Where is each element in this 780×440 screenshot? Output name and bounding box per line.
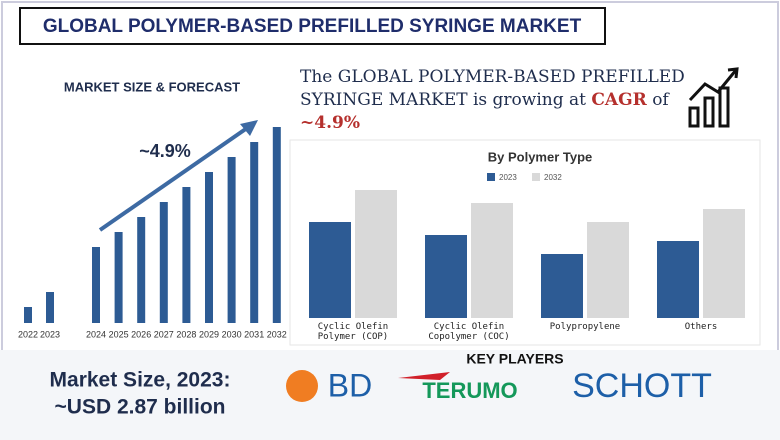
player: BD [328, 367, 372, 403]
key-players-title: KEY PLAYERS [466, 351, 563, 367]
x-tick-label: 2026 [131, 329, 151, 339]
bar [205, 172, 213, 323]
x-tick-label: 2025 [109, 329, 129, 339]
growth-annotation: ~4.9% [139, 141, 191, 161]
x-tick-label: 2024 [86, 329, 106, 339]
title-box [19, 7, 606, 45]
footer-bg [0, 350, 780, 440]
bar [703, 209, 745, 318]
market-size-value: ~USD 2.87 billion [55, 396, 226, 419]
bar [24, 307, 32, 323]
bar [541, 254, 583, 318]
trend-icon [688, 67, 739, 128]
cagr-keyword: CAGR [591, 90, 647, 110]
x-tick-label: 2027 [154, 329, 174, 339]
bar [182, 187, 191, 323]
trend-arrow [98, 124, 252, 232]
market-size-label: Market Size, 2023: [50, 369, 231, 392]
bar [309, 222, 351, 318]
x-tick-label: 2022 [18, 329, 38, 339]
bar [114, 232, 123, 323]
x-tick-label: Others [684, 322, 718, 332]
cagr-value: ~4.9% [300, 113, 360, 133]
bar [227, 157, 236, 323]
x-tick-label: Cyclic Olefin Polymer (COP) [317, 322, 389, 342]
player: TERUMO [422, 378, 517, 403]
x-tick-label: 2031 [244, 329, 264, 339]
bar [137, 217, 146, 323]
bar [587, 222, 629, 318]
bar [92, 247, 100, 323]
x-tick-label: 2029 [199, 329, 219, 339]
legend-swatch [532, 173, 540, 181]
bar [272, 127, 281, 323]
cagr-sentence: The GLOBAL POLYMER-BASED PREFILLED SYRIN… [300, 67, 685, 110]
x-tick-label: 2028 [176, 329, 196, 339]
bar [657, 241, 699, 318]
bar [46, 292, 54, 323]
x-tick-label: 2023 [40, 329, 60, 339]
player: SCHOTT [572, 367, 712, 405]
chart-title: MARKET SIZE & FORECAST [64, 79, 240, 94]
x-tick-label: Cyclic Olefin Copolymer (COC) [428, 322, 510, 342]
x-tick-label: Polypropylene [549, 322, 621, 332]
legend-swatch [487, 173, 495, 181]
terumo-swoosh [398, 372, 450, 380]
bar [250, 142, 259, 323]
x-tick-label: 2032 [267, 329, 287, 339]
cagr-sentence: of [652, 90, 669, 110]
x-tick-label: 2030 [222, 329, 242, 339]
bar [159, 202, 168, 323]
chart-title: By Polymer Type [488, 149, 593, 164]
bar [471, 203, 513, 318]
legend-label: 2032 [544, 173, 562, 182]
legend-label: 2023 [499, 173, 517, 182]
bar [355, 190, 397, 318]
bar [425, 235, 467, 318]
bd-logo-mark [286, 370, 318, 402]
arrow-head [240, 120, 258, 136]
title: GLOBAL POLYMER-BASED PREFILLED SYRINGE M… [43, 16, 582, 37]
cagr-text: The GLOBAL POLYMER-BASED PREFILLED SYRIN… [300, 66, 690, 135]
